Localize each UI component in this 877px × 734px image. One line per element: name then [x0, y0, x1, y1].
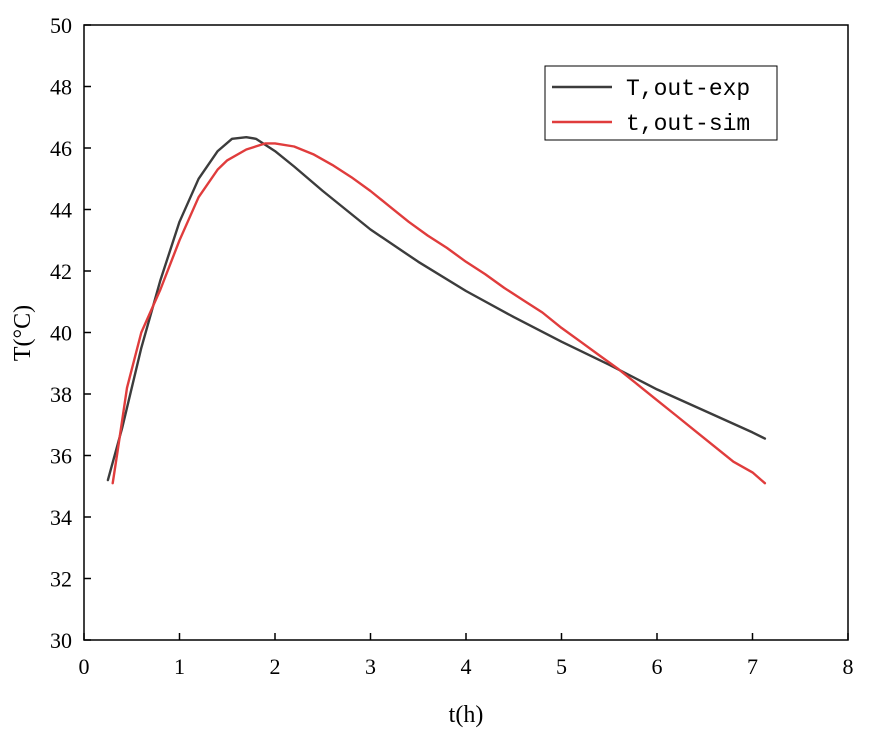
y-tick-label: 48: [50, 75, 72, 100]
series-layer: [106, 135, 767, 485]
y-tick-label: 32: [50, 567, 72, 592]
x-tick-label: 8: [843, 654, 854, 679]
x-tick-label: 3: [365, 654, 376, 679]
series-line-1: [111, 142, 767, 485]
y-tick-label: 38: [50, 382, 72, 407]
x-tick-label: 1: [174, 654, 185, 679]
y-tick-label: 44: [50, 198, 72, 223]
series-line-0: [106, 135, 767, 482]
x-axis-title: t(h): [449, 702, 484, 728]
y-tick-label: 46: [50, 136, 72, 161]
y-tick-label: 36: [50, 444, 72, 469]
legend-label-1: t,out-sim: [626, 111, 750, 137]
legend: T,out-exp t,out-sim: [544, 65, 778, 141]
y-tick-label: 40: [50, 321, 72, 346]
x-tick-label: 7: [747, 654, 758, 679]
legend-box: [544, 65, 778, 141]
y-tick-label: 42: [50, 259, 72, 284]
y-axis-title: T(°C): [10, 305, 36, 361]
x-tick-label: 0: [79, 654, 90, 679]
y-tick-label: 30: [50, 628, 72, 653]
x-tick-label: 2: [270, 654, 281, 679]
y-tick-label: 50: [50, 13, 72, 38]
legend-label-0: T,out-exp: [626, 76, 750, 102]
x-tick-label: 4: [461, 654, 472, 679]
plot-frame: [83, 24, 849, 641]
y-tick-label: 34: [50, 505, 72, 530]
x-tick-label: 5: [556, 654, 567, 679]
x-tick-label: 6: [652, 654, 663, 679]
